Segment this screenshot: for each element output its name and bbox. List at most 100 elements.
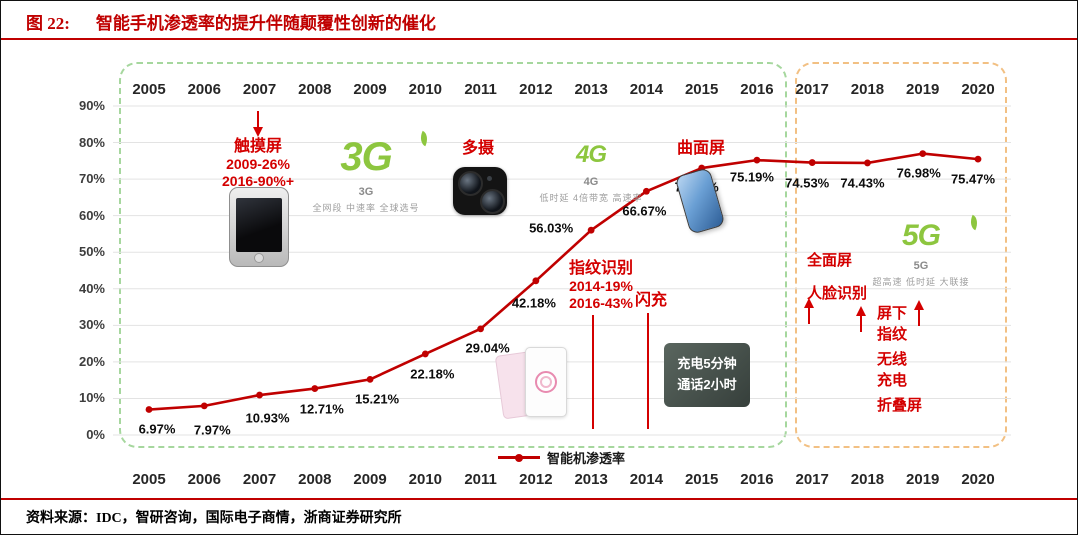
figure-header: 图 22: 智能手机渗透率的提升伴随颠覆性创新的催化 — [26, 9, 436, 34]
annotation-multicam: 多摄 — [462, 139, 494, 158]
x-axis-label-bottom: 2007 — [242, 471, 277, 488]
arrow-up-icon — [856, 306, 866, 332]
legend-dot-marker — [515, 453, 523, 462]
x-axis-label-top: 2007 — [242, 81, 277, 98]
4g-logo: 4G 4G 低时延 4倍带宽 高速率 — [539, 143, 642, 204]
annotation-curved-screen: 曲面屏 — [677, 139, 725, 158]
data-label: 74.53% — [785, 175, 830, 191]
x-axis-label-top: 2011 — [464, 81, 497, 98]
wireless-charge-line2: 充电 — [877, 372, 908, 389]
data-label: 10.93% — [245, 410, 290, 426]
x-axis-label-top: 2019 — [906, 81, 940, 98]
annotation-flash-charge: 闪充 — [635, 291, 667, 310]
iphone-screen — [236, 198, 282, 252]
annotation-full-screen: 全面屏 — [807, 252, 853, 269]
x-axis-label-top: 2005 — [132, 81, 166, 98]
annotation-under-screen-fingerprint: 屏下 指纹 — [877, 303, 907, 345]
data-label: 74.43% — [840, 175, 885, 191]
x-axis-label-bottom: 2014 — [629, 471, 664, 488]
data-label: 22.18% — [410, 366, 455, 382]
x-axis-label-bottom: 2019 — [906, 471, 940, 488]
annotation-multicam-title: 多摄 — [461, 140, 495, 157]
y-axis-label: 90% — [78, 98, 105, 113]
3g-label: 3G — [358, 186, 374, 198]
y-axis-label: 10% — [78, 390, 105, 406]
x-axis-label-top: 2012 — [519, 81, 553, 98]
annotation-fingerprint-title: 指纹识别 — [568, 260, 634, 277]
data-label: 66.67% — [622, 203, 667, 219]
annotation-flash-charge-title: 闪充 — [634, 292, 668, 309]
3g-logo: 3G 3G 全网段 中速率 全球选号 — [312, 130, 431, 214]
source-note: 资料来源：IDC，智研咨询，国际电子商情，浙商证券研究所 — [26, 511, 402, 526]
annotation-fingerprint-pct1: 2014-19% — [569, 278, 633, 295]
fingerprint-pointer-line — [592, 315, 594, 429]
x-axis-label-top: 2013 — [574, 81, 608, 98]
5g-logo-mark: 5G — [901, 219, 941, 252]
flash-charge-pointer-line — [647, 313, 649, 429]
iphone-image — [229, 187, 289, 267]
x-axis-label-top: 2017 — [795, 81, 829, 98]
data-label: 12.71% — [299, 401, 344, 417]
legend-line-marker — [498, 453, 540, 462]
4g-label: 4G — [583, 176, 599, 188]
x-axis-label-top: 2010 — [408, 81, 443, 98]
curved-screen-phone-image — [671, 167, 727, 235]
y-axis-label: 60% — [78, 207, 105, 223]
annotation-foldable: 折叠屏 — [877, 397, 923, 414]
annotation-face-id: 人脸识别 — [807, 285, 868, 302]
x-axis-label-top: 2009 — [353, 81, 387, 98]
x-axis-label-bottom: 2012 — [519, 471, 553, 488]
arrow-up-icon — [914, 300, 924, 326]
data-label: 56.03% — [529, 220, 574, 236]
annotation-curved-screen-title: 曲面屏 — [676, 140, 726, 157]
x-axis-label-bottom: 2020 — [961, 471, 995, 488]
4g-caption: 低时延 4倍带宽 高速率 — [539, 193, 643, 203]
data-label: 7.97% — [193, 422, 231, 438]
x-axis-label-top: 2018 — [850, 81, 885, 98]
data-label: 75.19% — [729, 169, 774, 185]
fingerprint-icon — [535, 371, 557, 393]
iphone-home-button — [254, 253, 264, 263]
x-axis-label-top: 2016 — [740, 81, 774, 98]
x-axis-label-bottom: 2017 — [795, 471, 829, 488]
x-axis-label-bottom: 2009 — [353, 471, 387, 488]
x-axis-label-top: 2014 — [629, 81, 664, 98]
data-label: 6.97% — [138, 421, 176, 437]
flash-charge-ad-image: 充电5分钟 通话2小时 — [664, 343, 750, 407]
y-axis-label: 20% — [78, 353, 105, 369]
curved-phone — [674, 167, 726, 235]
charge-ad-line1: 充电5分钟 — [677, 356, 737, 372]
legend: 智能机渗透率 — [498, 448, 625, 467]
x-axis-label-top: 2006 — [187, 81, 221, 98]
x-axis-label-bottom: 2010 — [408, 471, 443, 488]
annotation-touchscreen-pct1: 2009-26% — [226, 156, 290, 173]
arrow-up-icon — [804, 298, 814, 324]
x-axis-label-bottom: 2013 — [574, 471, 608, 488]
arrow-down-icon — [253, 111, 263, 137]
x-axis-label-bottom: 2016 — [740, 471, 774, 488]
under-screen-fp-line1: 屏下 — [877, 305, 908, 322]
data-label: 75.47% — [950, 171, 996, 187]
4g-logo-mark: 4G — [575, 141, 607, 168]
5g-logo: 5G 5G 超高速 低时延 大联接 — [872, 214, 981, 288]
y-axis-label: 80% — [78, 134, 105, 150]
x-axis-label-bottom: 2018 — [850, 471, 885, 488]
under-screen-fp-line2: 指纹 — [877, 326, 908, 343]
y-axis-label: 30% — [78, 317, 105, 333]
annotation-wireless-charge: 无线 充电 — [877, 349, 907, 391]
y-axis-label: 40% — [78, 280, 105, 296]
3g-logo-mark: 3G — [340, 135, 392, 179]
data-label: 29.04% — [465, 340, 510, 356]
x-axis-label-top: 2020 — [961, 81, 995, 98]
camera-flash-icon — [487, 176, 492, 181]
x-axis-label-bottom: 2011 — [464, 471, 497, 488]
annotation-touchscreen: 触摸屏 2009-26% 2016-90%+ — [222, 137, 294, 190]
figure-title: 智能手机渗透率的提升伴随颠覆性创新的催化 — [95, 14, 436, 33]
camera-lens-icon — [480, 189, 505, 214]
5g-label: 5G — [913, 260, 929, 272]
x-axis-label-top: 2015 — [684, 81, 719, 98]
data-label: 76.98% — [896, 165, 941, 181]
annotation-fingerprint: 指纹识别 2014-19% 2016-43% — [569, 259, 633, 312]
